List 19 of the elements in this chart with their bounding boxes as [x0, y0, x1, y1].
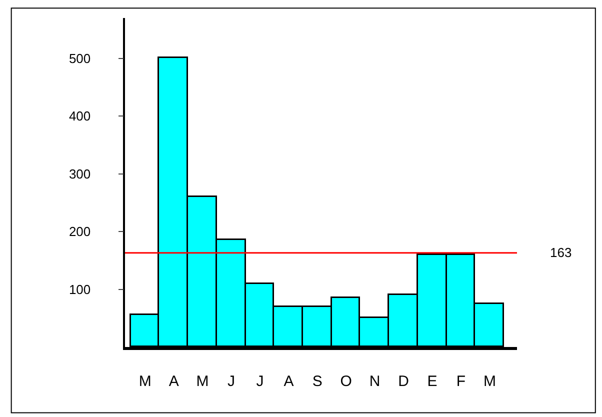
x-tick-label: S — [312, 373, 322, 390]
y-tick-label: 400 — [68, 108, 91, 124]
ref-line-label: 163 — [550, 245, 572, 260]
x-tick-label: A — [168, 373, 179, 390]
x-tick-label: M — [138, 373, 152, 390]
y-tick-label: 100 — [68, 282, 91, 297]
y-tick-label: 300 — [68, 166, 91, 182]
x-tick-label: J — [256, 373, 264, 390]
x-tick-label: M — [196, 373, 209, 390]
x-tick-label: J — [228, 373, 236, 390]
x-tick-label: M — [483, 373, 496, 390]
x-tick-label: N — [369, 373, 380, 390]
x-tick-label: D — [398, 373, 410, 390]
y-tick-label: 500 — [68, 50, 91, 66]
x-tick-label: O — [340, 373, 352, 390]
x-tick-label: E — [427, 373, 438, 390]
x-tick-label: A — [284, 373, 294, 390]
y-tick-label: 200 — [68, 224, 91, 240]
x-tick-label: F — [456, 373, 466, 390]
